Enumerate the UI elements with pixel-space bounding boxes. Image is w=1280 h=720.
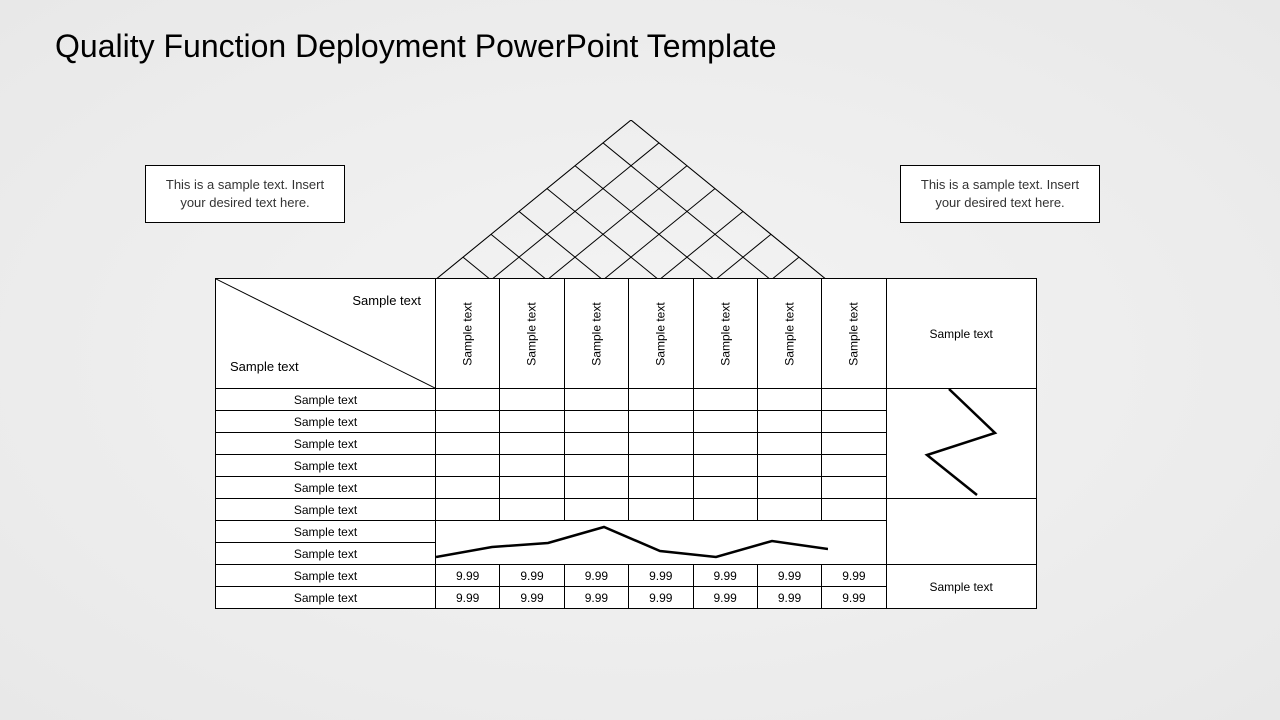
matrix-cell: [436, 433, 500, 455]
column-header-label: Sample text: [525, 302, 539, 365]
value-cell: 9.99: [693, 587, 757, 609]
matrix-cell: [693, 411, 757, 433]
matrix-cell: [564, 389, 628, 411]
column-header-label: Sample text: [589, 302, 603, 365]
matrix-cell: [822, 499, 886, 521]
corner-cell: Sample text Sample text: [216, 279, 436, 389]
matrix-cell: [757, 477, 821, 499]
value-cell: 9.99: [629, 587, 693, 609]
value-cell: 9.99: [822, 587, 886, 609]
value-cell: 9.99: [436, 587, 500, 609]
matrix-cell: [500, 433, 564, 455]
matrix-cell: [629, 455, 693, 477]
spark-vertical: [887, 389, 1037, 499]
matrix-cell: [822, 455, 886, 477]
matrix-cell: [757, 455, 821, 477]
row-label: Sample text: [216, 455, 436, 477]
column-header-label: Sample text: [461, 302, 475, 365]
column-header-label: Sample text: [783, 302, 797, 365]
matrix-cell: [822, 389, 886, 411]
matrix-cell: [629, 499, 693, 521]
qfd-table: Sample text Sample text Sample text Samp…: [215, 278, 1037, 609]
value-cell: 9.99: [693, 565, 757, 587]
matrix-cell: [757, 389, 821, 411]
row-label: Sample text: [216, 521, 436, 543]
corner-top-label: Sample text: [352, 293, 421, 308]
row-label: Sample text: [216, 587, 436, 609]
column-header-label: Sample text: [654, 302, 668, 365]
value-cell: 9.99: [822, 565, 886, 587]
matrix-cell: [436, 411, 500, 433]
column-header: Sample text: [500, 279, 564, 389]
row-label: Sample text: [216, 499, 436, 521]
qfd-matrix: Sample text Sample text Sample text Samp…: [215, 278, 1037, 609]
matrix-cell: [757, 433, 821, 455]
matrix-cell: [436, 455, 500, 477]
matrix-cell: [757, 499, 821, 521]
column-header: Sample text: [629, 279, 693, 389]
matrix-cell: [822, 433, 886, 455]
value-cell: 9.99: [757, 587, 821, 609]
matrix-cell: [500, 411, 564, 433]
matrix-cell: [693, 455, 757, 477]
value-cell: 9.99: [500, 587, 564, 609]
row-label: Sample text: [216, 477, 436, 499]
matrix-cell: [564, 499, 628, 521]
matrix-cell: [693, 499, 757, 521]
right-header: Sample text: [886, 279, 1036, 389]
row-label: Sample text: [216, 433, 436, 455]
matrix-cell: [693, 477, 757, 499]
value-cell: 9.99: [629, 565, 693, 587]
right-footer-cell: Sample text: [886, 565, 1036, 609]
value-cell: 9.99: [564, 587, 628, 609]
column-header: Sample text: [757, 279, 821, 389]
value-cell: 9.99: [500, 565, 564, 587]
page-title: Quality Function Deployment PowerPoint T…: [55, 28, 777, 65]
row-label: Sample text: [216, 411, 436, 433]
spark-vertical-cell: [886, 389, 1036, 499]
matrix-cell: [436, 477, 500, 499]
spark-horizontal-cell: [436, 521, 887, 565]
matrix-cell: [629, 389, 693, 411]
row-label: Sample text: [216, 565, 436, 587]
column-header: Sample text: [693, 279, 757, 389]
matrix-cell: [822, 411, 886, 433]
spark-horizontal: [436, 521, 828, 565]
matrix-cell: [500, 477, 564, 499]
matrix-cell: [564, 411, 628, 433]
qfd-roof: [435, 120, 827, 280]
corner-bottom-label: Sample text: [230, 359, 299, 374]
value-cell: 9.99: [436, 565, 500, 587]
matrix-cell: [629, 477, 693, 499]
matrix-cell: [500, 455, 564, 477]
matrix-cell: [436, 389, 500, 411]
column-header: Sample text: [564, 279, 628, 389]
row-label: Sample text: [216, 389, 436, 411]
matrix-cell: [564, 455, 628, 477]
column-header: Sample text: [822, 279, 886, 389]
matrix-cell: [757, 411, 821, 433]
row-label: Sample text: [216, 543, 436, 565]
right-blank-cell: [886, 499, 1036, 565]
matrix-cell: [564, 477, 628, 499]
column-header-label: Sample text: [847, 302, 861, 365]
matrix-cell: [436, 499, 500, 521]
matrix-cell: [564, 433, 628, 455]
value-cell: 9.99: [564, 565, 628, 587]
value-cell: 9.99: [757, 565, 821, 587]
matrix-cell: [629, 411, 693, 433]
matrix-cell: [822, 477, 886, 499]
matrix-cell: [629, 433, 693, 455]
matrix-cell: [500, 389, 564, 411]
callout-right: This is a sample text. Insert your desir…: [900, 165, 1100, 223]
callout-left: This is a sample text. Insert your desir…: [145, 165, 345, 223]
matrix-cell: [500, 499, 564, 521]
column-header-label: Sample text: [718, 302, 732, 365]
column-header: Sample text: [436, 279, 500, 389]
matrix-cell: [693, 389, 757, 411]
matrix-cell: [693, 433, 757, 455]
